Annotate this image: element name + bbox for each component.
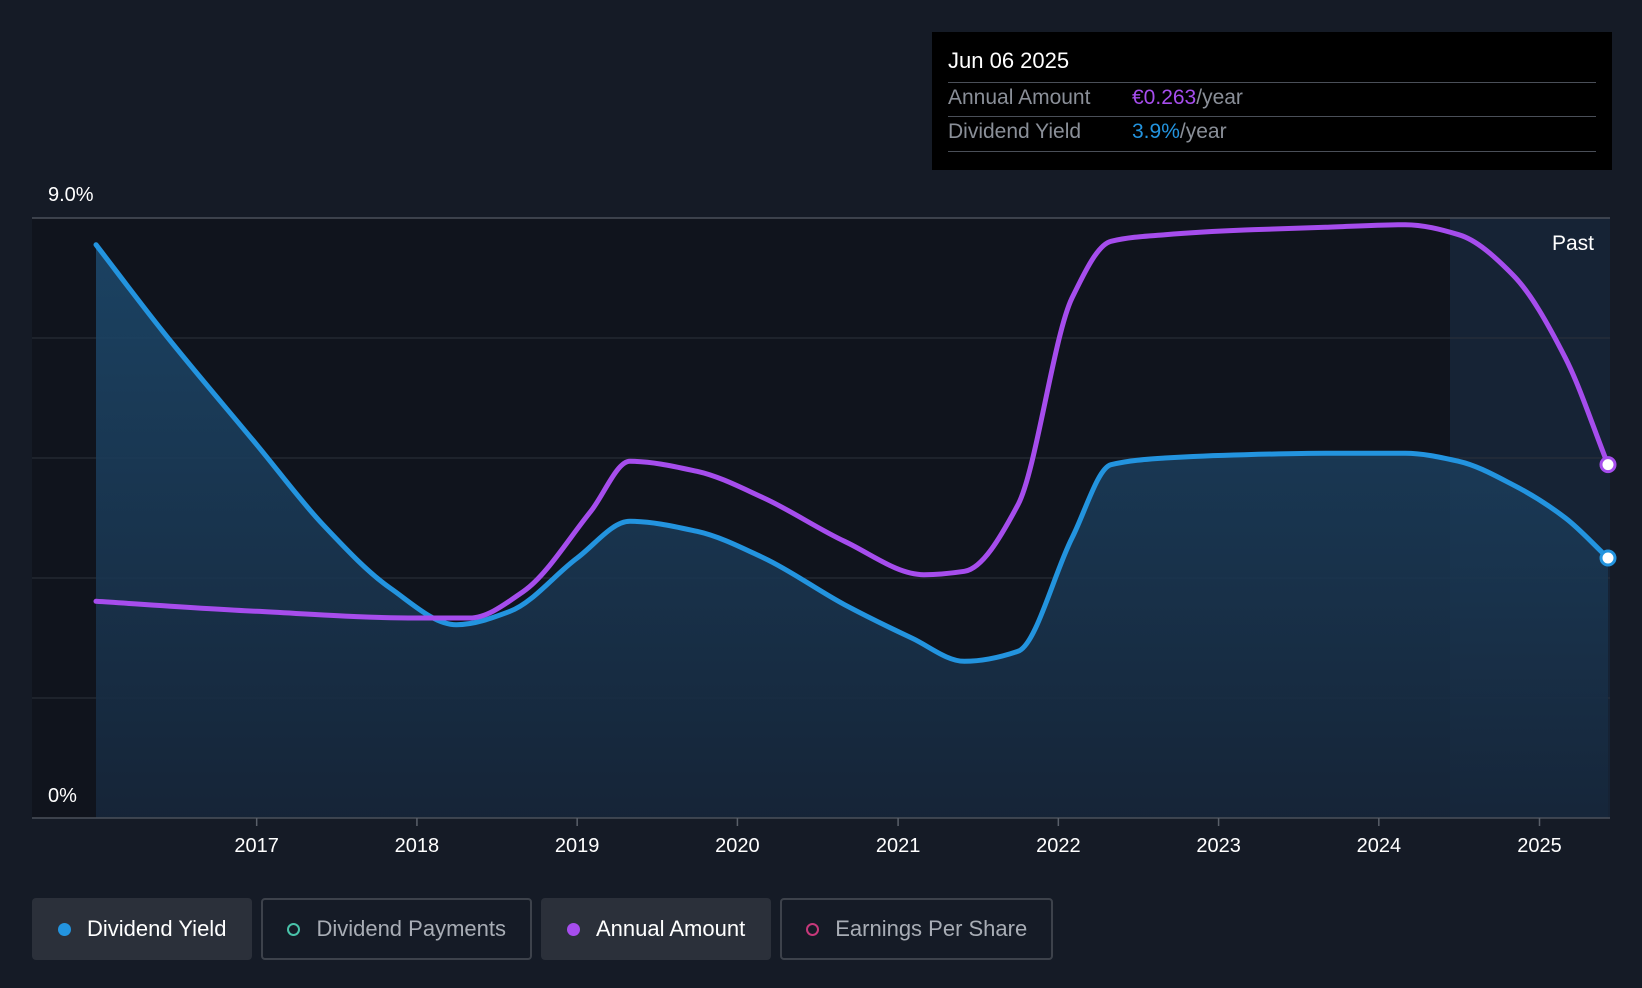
tooltip-row-dividend-yield: Dividend Yield 3.9%/year xyxy=(948,120,1227,144)
past-label: Past xyxy=(1552,232,1594,255)
legend-dot-dividend-payments xyxy=(287,922,301,936)
tooltip-divider xyxy=(948,116,1596,117)
end-marker-dividend-yield xyxy=(1599,549,1617,567)
y-tick-label-top: 9.0% xyxy=(48,184,94,206)
tooltip-dividend-yield-label: Dividend Yield xyxy=(948,120,1082,143)
y-tick-label-bottom: 0% xyxy=(48,785,77,807)
tooltip-divider xyxy=(948,151,1596,152)
x-tick-label: 2017 xyxy=(234,835,279,857)
tooltip: Jun 06 2025 Annual Amount €0.263/year Div… xyxy=(932,32,1612,170)
legend-label: Dividend Yield xyxy=(87,916,227,941)
end-markers xyxy=(1599,456,1617,567)
legend-dot-annual-amount xyxy=(566,922,580,936)
legend: Dividend Yield Dividend Payments Annual … xyxy=(32,898,1054,960)
legend-dividend-yield[interactable]: Dividend Yield xyxy=(32,898,253,960)
x-tick-label: 2019 xyxy=(555,835,600,857)
tooltip-divider xyxy=(948,82,1596,83)
lines-layer xyxy=(93,222,1611,664)
legend-dot-earnings-per-share xyxy=(806,922,820,936)
tooltip-annual-amount-value: €0.263 xyxy=(1132,86,1197,109)
tooltip-dividend-yield-value: 3.9% xyxy=(1132,120,1180,143)
legend-dividend-payments[interactable]: Dividend Payments xyxy=(261,898,532,960)
x-tick-label: 2025 xyxy=(1517,835,1562,857)
legend-label: Earnings Per Share xyxy=(835,916,1028,941)
x-tick-label: 2024 xyxy=(1357,835,1402,857)
series-line-annual-amount xyxy=(93,222,1611,621)
tooltip-date: Jun 06 2025 xyxy=(948,48,1070,73)
x-tick-label: 2023 xyxy=(1196,835,1241,857)
legend-annual-amount[interactable]: Annual Amount xyxy=(540,898,772,960)
x-tick-label: 2021 xyxy=(876,835,921,857)
legend-earnings-per-share[interactable]: Earnings Per Share xyxy=(780,898,1054,960)
legend-label: Annual Amount xyxy=(595,916,746,941)
series-line-dividend-yield xyxy=(93,242,1611,664)
tooltip-annual-amount-label: Annual Amount xyxy=(948,86,1091,109)
x-tick-label: 2020 xyxy=(715,835,760,857)
x-axis: 2017 2018 2019 2020 2021 2022 2023 2024 2025 xyxy=(32,817,1610,857)
tooltip-row-annual-amount: Annual Amount €0.263/year xyxy=(948,86,1243,110)
area-layer xyxy=(96,244,1608,818)
x-tick-label: 2022 xyxy=(1036,835,1081,857)
end-marker-annual-amount xyxy=(1599,456,1617,474)
tooltip-dividend-yield-unit: /year xyxy=(1179,120,1227,143)
area-dividend-yield xyxy=(96,244,1608,818)
legend-dot-dividend-yield xyxy=(58,922,71,936)
tooltip-annual-amount-unit: /year xyxy=(1196,86,1243,109)
x-tick-label: 2018 xyxy=(395,835,440,857)
legend-label: Dividend Payments xyxy=(316,916,506,941)
